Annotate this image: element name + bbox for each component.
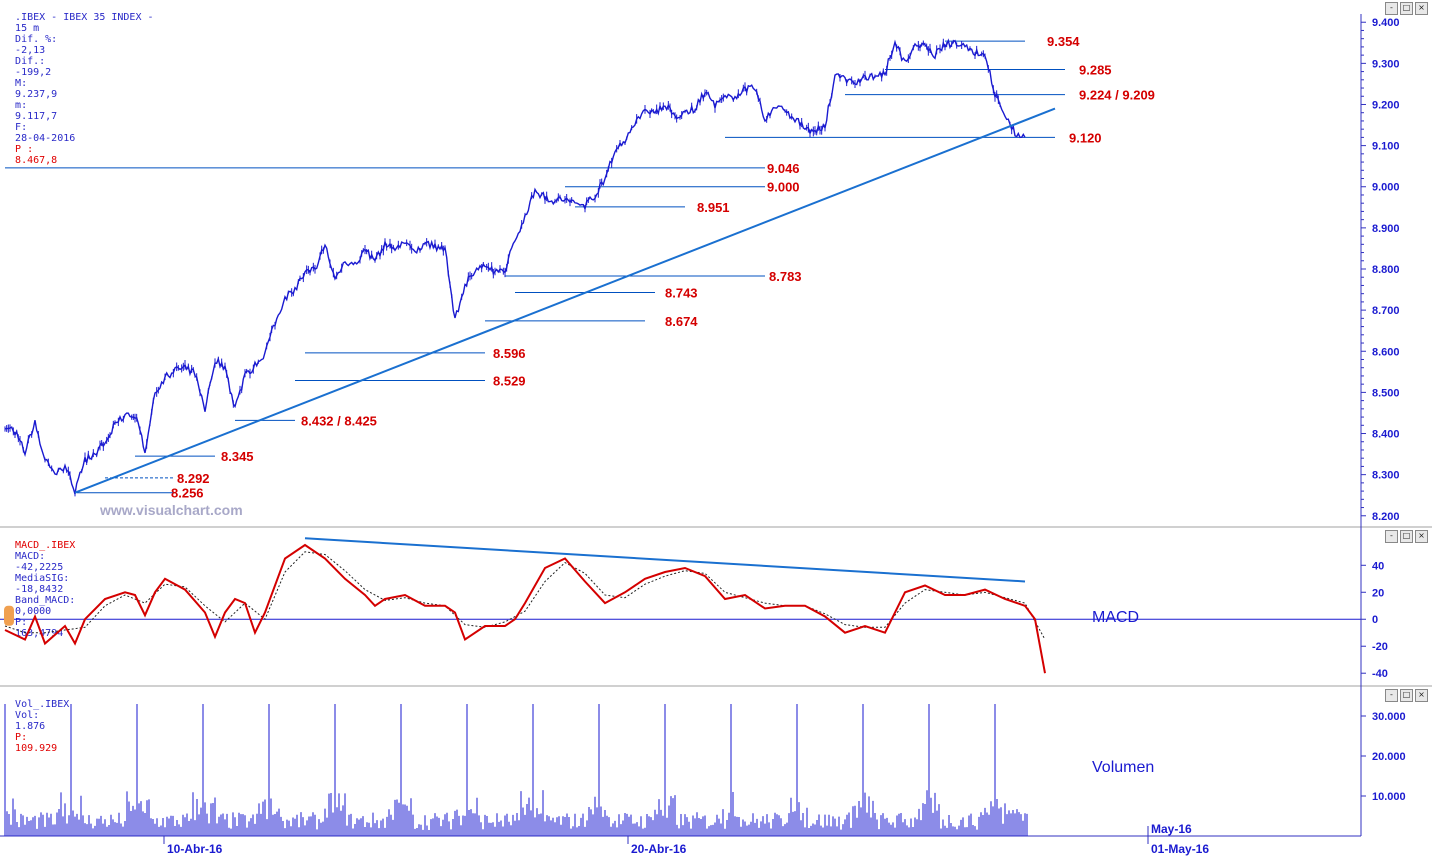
macd-maximize-button[interactable]: □ <box>1400 530 1413 543</box>
macd-p-value: 163,4794 <box>15 628 64 639</box>
volume-bars <box>4 700 1362 836</box>
volume-panel-buttons: - □ × <box>1385 689 1428 702</box>
macd-signal-value: -18,8432 <box>15 584 64 595</box>
macd-tick-label: -20 <box>1372 641 1388 653</box>
macd-panel-header: MACD_.IBEX MACD: -42,2225 MediaSIG: -18,… <box>15 540 76 639</box>
macd-line <box>4 543 1046 674</box>
volume-axis: 10.000 20.000 30.000 <box>1361 711 1406 803</box>
macd-lines <box>0 537 1362 684</box>
macd-tick-label: 40 <box>1372 560 1384 572</box>
level-label: 8.345 <box>221 449 254 464</box>
level-label: 8.951 <box>697 200 730 215</box>
volume-panel-header: Vol_.IBEX Vol: 1.876 P: 109.929 <box>15 699 70 754</box>
level-label: 8.743 <box>665 285 698 300</box>
trendline <box>74 107 1056 494</box>
price-tick-label: 8.300 <box>1372 470 1400 482</box>
price-tick-label: 9.100 <box>1372 141 1400 153</box>
level-label: 9.000 <box>767 180 800 195</box>
volume-minimize-button[interactable]: - <box>1385 689 1398 702</box>
price-tick-label: 8.400 <box>1372 429 1400 441</box>
minimize-button[interactable]: - <box>1385 2 1398 15</box>
volume-tick-label: 20.000 <box>1372 751 1406 763</box>
macd-tick-label: -40 <box>1372 668 1388 680</box>
close-button[interactable]: × <box>1415 2 1428 15</box>
level-label: 8.529 <box>493 373 526 388</box>
volume-label: Volumen <box>1092 759 1154 776</box>
price-tick-label: 9.200 <box>1372 99 1400 111</box>
macd-band-value: 0,0000 <box>15 606 52 617</box>
time-tick-label: 01-May-16 <box>1151 842 1209 856</box>
price-tick-label: 8.500 <box>1372 387 1400 399</box>
macd-panel-buttons: - □ × <box>1385 530 1428 543</box>
price-tick-label: 9.000 <box>1372 182 1400 194</box>
level-label: 9.120 <box>1069 130 1102 145</box>
level-label: 8.432 / 8.425 <box>301 413 377 428</box>
dif-pct-value: -2,13 <box>15 45 46 56</box>
volume-tick-label: 30.000 <box>1372 711 1406 723</box>
level-label: 8.596 <box>493 346 526 361</box>
level-label: 8.674 <box>665 314 698 329</box>
watermark: www.visualchart.com <box>99 502 243 518</box>
volume-value: 1.876 <box>15 721 46 732</box>
macd-value: -42,2225 <box>15 562 64 573</box>
price-tick-label: 9.400 <box>1372 17 1400 29</box>
symbol-label: .IBEX - IBEX 35 INDEX - <box>15 12 154 23</box>
price-tick-label: 8.200 <box>1372 511 1400 523</box>
volume-maximize-button[interactable]: □ <box>1400 689 1413 702</box>
time-tick-label: May-16 <box>1151 822 1192 836</box>
dif-value: -199,2 <box>15 67 52 78</box>
price-tick-label: 8.800 <box>1372 264 1400 276</box>
min-value: 9.117,7 <box>15 111 58 122</box>
macd-minimize-button[interactable]: - <box>1385 530 1398 543</box>
price-axis: 8.200 8.300 8.400 8.500 8.600 8.700 8.800 8.900… <box>1361 17 1400 523</box>
price-tick-label: 8.900 <box>1372 223 1400 235</box>
macd-divergence-line <box>304 537 1026 583</box>
price-panel-buttons: - □ × <box>1385 2 1428 15</box>
price-tick-label: 9.300 <box>1372 58 1400 70</box>
macd-label: MACD <box>1092 609 1139 626</box>
maximize-button[interactable]: □ <box>1400 2 1413 15</box>
time-axis: 10-Abr-16 20-Abr-16 May-16 01-May-16 <box>163 822 1209 856</box>
volume-p-value: 109.929 <box>15 743 58 754</box>
level-label: 9.285 <box>1079 63 1112 78</box>
price-levels: 9.354 9.285 9.224 / 9.209 9.120 9.046 9.000 8.… <box>5 34 1155 501</box>
volume-tick-label: 10.000 <box>1372 791 1406 803</box>
date-value: 28-04-2016 <box>15 133 76 144</box>
macd-tick-label: 0 <box>1372 614 1378 626</box>
price-line <box>4 38 1026 495</box>
level-label: 8.292 <box>177 471 210 486</box>
volume-close-button[interactable]: × <box>1415 689 1428 702</box>
timeframe-label: 15 m <box>15 23 40 34</box>
last-price-value: 8.467,8 <box>15 155 58 166</box>
level-label: 9.224 / 9.209 <box>1079 88 1155 103</box>
level-label: 8.783 <box>769 269 802 284</box>
time-tick-label: 20-Abr-16 <box>631 842 687 856</box>
price-series <box>4 38 1056 497</box>
price-panel-header: .IBEX - IBEX 35 INDEX - 15 m Dif. %: -2,… <box>15 12 154 166</box>
price-tick-label: 8.600 <box>1372 346 1400 358</box>
price-tick-label: 8.700 <box>1372 305 1400 317</box>
level-label: 9.046 <box>767 161 800 176</box>
level-label: 9.354 <box>1047 34 1080 49</box>
time-tick-label: 10-Abr-16 <box>167 842 223 856</box>
macd-close-button[interactable]: × <box>1415 530 1428 543</box>
macd-scroll-handle[interactable] <box>4 605 14 626</box>
macd-tick-label: 20 <box>1372 587 1384 599</box>
max-value: 9.237,9 <box>15 89 58 100</box>
macd-axis: -40 -20 0 20 40 <box>1361 560 1388 680</box>
level-label: 8.256 <box>171 486 204 501</box>
